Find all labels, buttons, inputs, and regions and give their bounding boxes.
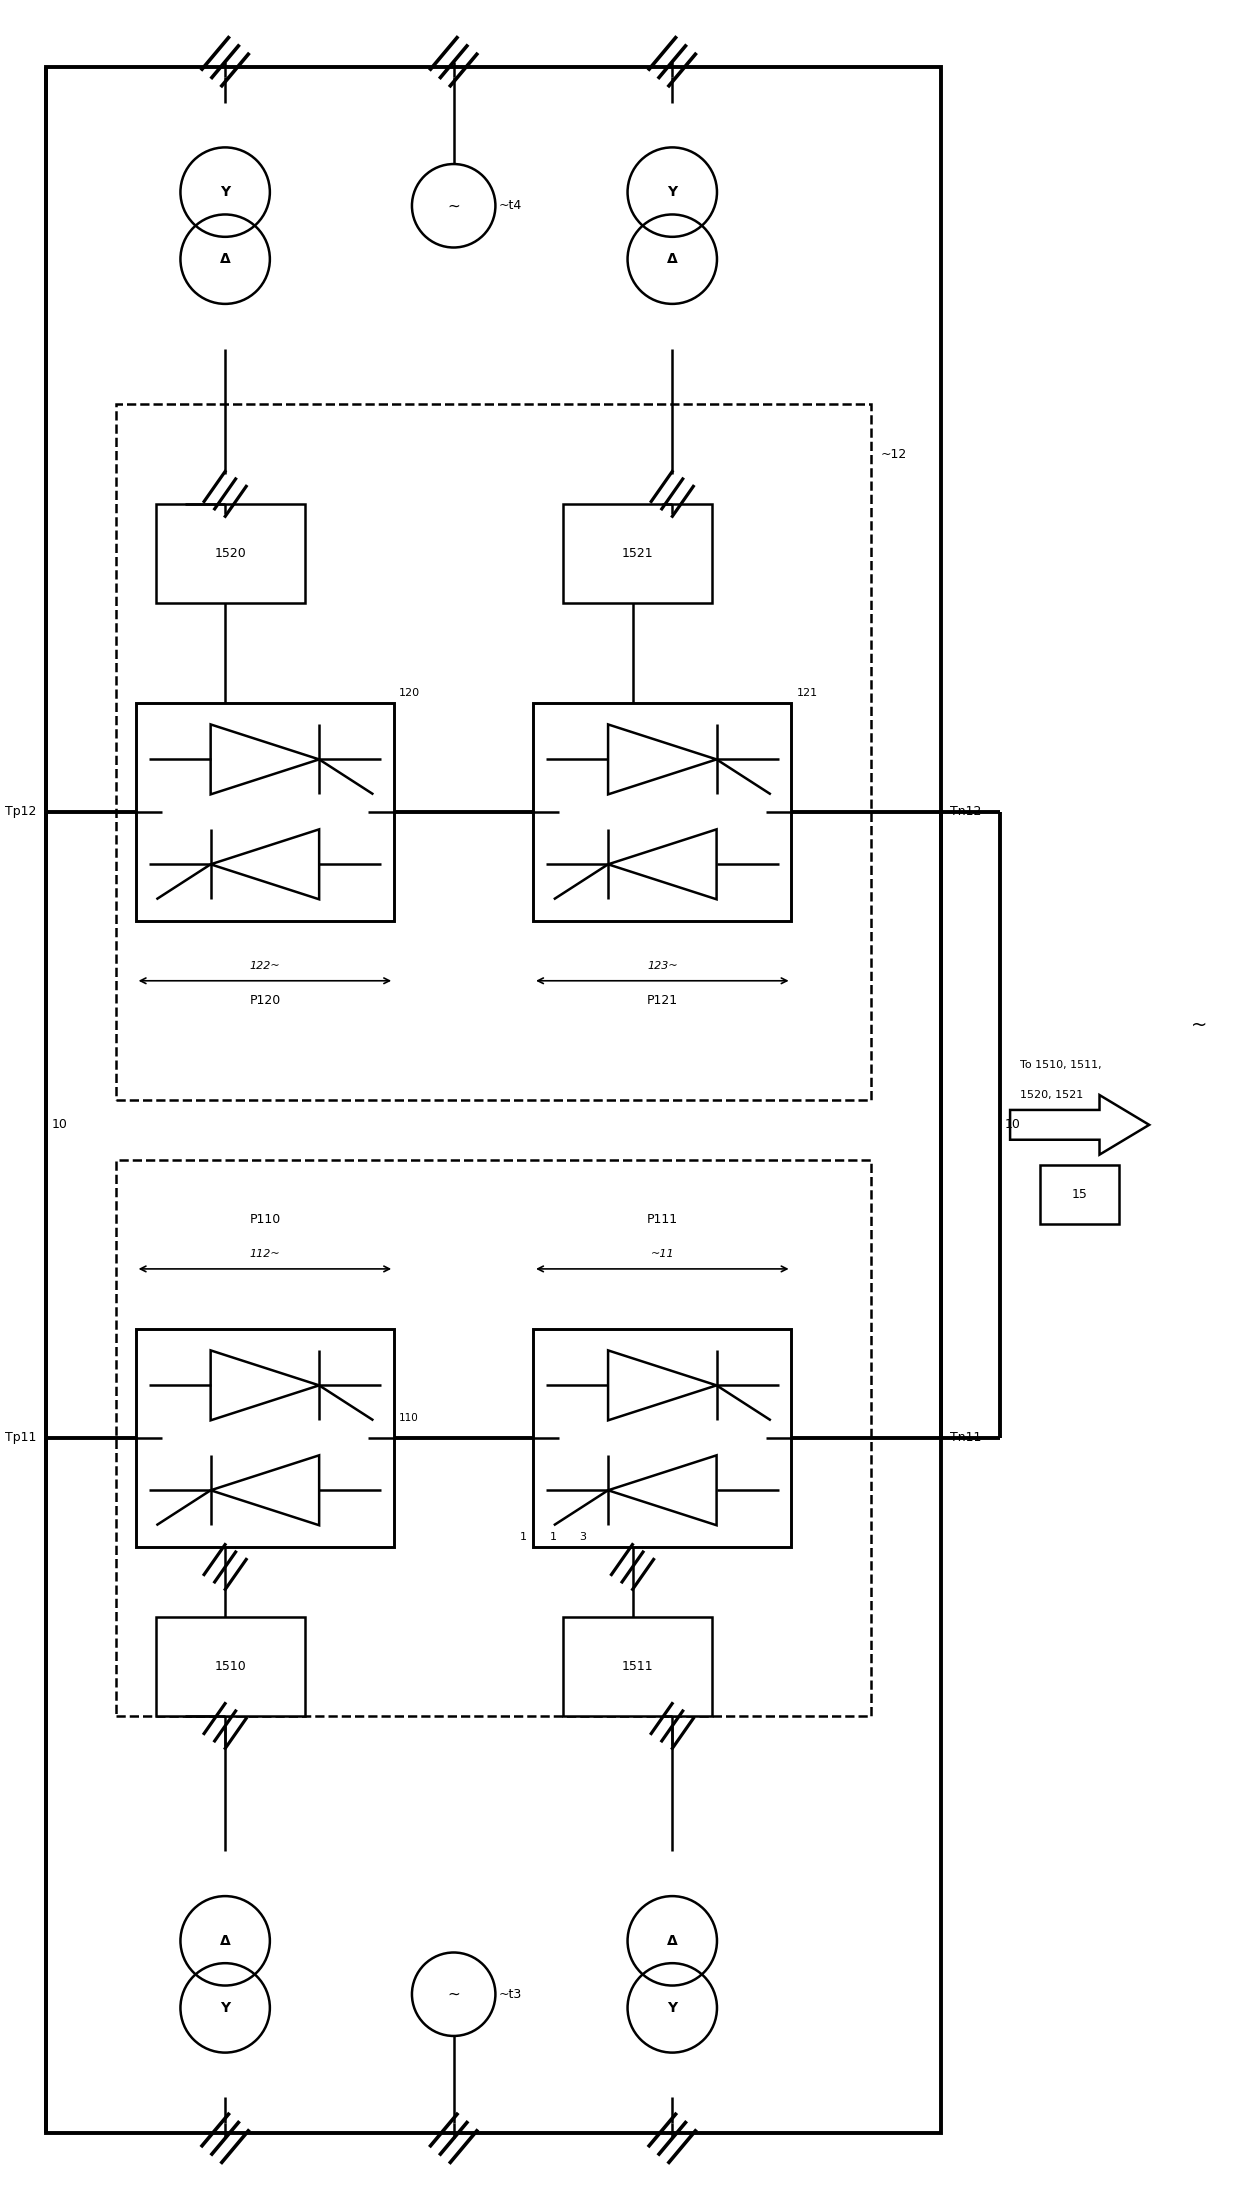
Text: 121: 121 (796, 689, 817, 697)
FancyBboxPatch shape (563, 504, 712, 603)
Text: Tn12: Tn12 (951, 805, 982, 818)
Text: Δ: Δ (667, 1934, 677, 1947)
Text: ~12: ~12 (880, 447, 908, 460)
FancyBboxPatch shape (533, 1329, 791, 1547)
FancyBboxPatch shape (533, 702, 791, 922)
Text: 1521: 1521 (621, 548, 653, 561)
Text: Tn11: Tn11 (951, 1432, 982, 1445)
Text: To 1510, 1511,: To 1510, 1511, (1021, 1060, 1101, 1069)
Text: 3: 3 (579, 1531, 587, 1542)
FancyBboxPatch shape (563, 1617, 712, 1716)
Text: Tp11: Tp11 (5, 1432, 36, 1445)
FancyBboxPatch shape (155, 1617, 305, 1716)
Text: P111: P111 (647, 1212, 678, 1225)
Text: Δ: Δ (219, 1934, 231, 1947)
Text: Y: Y (219, 185, 231, 200)
Text: Y: Y (219, 2000, 231, 2015)
Text: 1520, 1521: 1520, 1521 (1021, 1089, 1084, 1100)
Text: 1: 1 (520, 1531, 527, 1542)
Text: 1511: 1511 (621, 1659, 653, 1672)
FancyBboxPatch shape (155, 504, 305, 603)
Text: ~t3: ~t3 (498, 1989, 522, 2000)
Text: ~11: ~11 (651, 1250, 675, 1258)
FancyBboxPatch shape (1040, 1164, 1120, 1223)
Text: 110: 110 (399, 1412, 419, 1423)
Text: 10: 10 (1006, 1118, 1021, 1131)
Text: 122~: 122~ (249, 961, 280, 970)
Text: P121: P121 (647, 994, 678, 1008)
Text: 123~: 123~ (647, 961, 678, 970)
Text: ~: ~ (448, 1987, 460, 2002)
Text: Tp12: Tp12 (5, 805, 36, 818)
Text: P120: P120 (249, 994, 280, 1008)
Text: 112~: 112~ (249, 1250, 280, 1258)
Text: 1: 1 (549, 1531, 557, 1542)
Text: Y: Y (667, 2000, 677, 2015)
FancyBboxPatch shape (46, 66, 940, 2134)
FancyBboxPatch shape (135, 702, 394, 922)
Text: 1510: 1510 (215, 1659, 246, 1672)
Text: 1520: 1520 (215, 548, 246, 561)
Text: 120: 120 (399, 689, 420, 697)
Text: 15: 15 (1071, 1188, 1087, 1201)
Text: 10: 10 (51, 1118, 67, 1131)
Text: Δ: Δ (219, 253, 231, 266)
Text: Δ: Δ (667, 253, 677, 266)
FancyBboxPatch shape (135, 1329, 394, 1547)
Text: ~: ~ (1190, 1016, 1207, 1034)
Text: ~t4: ~t4 (498, 200, 522, 211)
Text: Y: Y (667, 185, 677, 200)
Text: P110: P110 (249, 1212, 280, 1225)
Text: ~: ~ (448, 198, 460, 213)
